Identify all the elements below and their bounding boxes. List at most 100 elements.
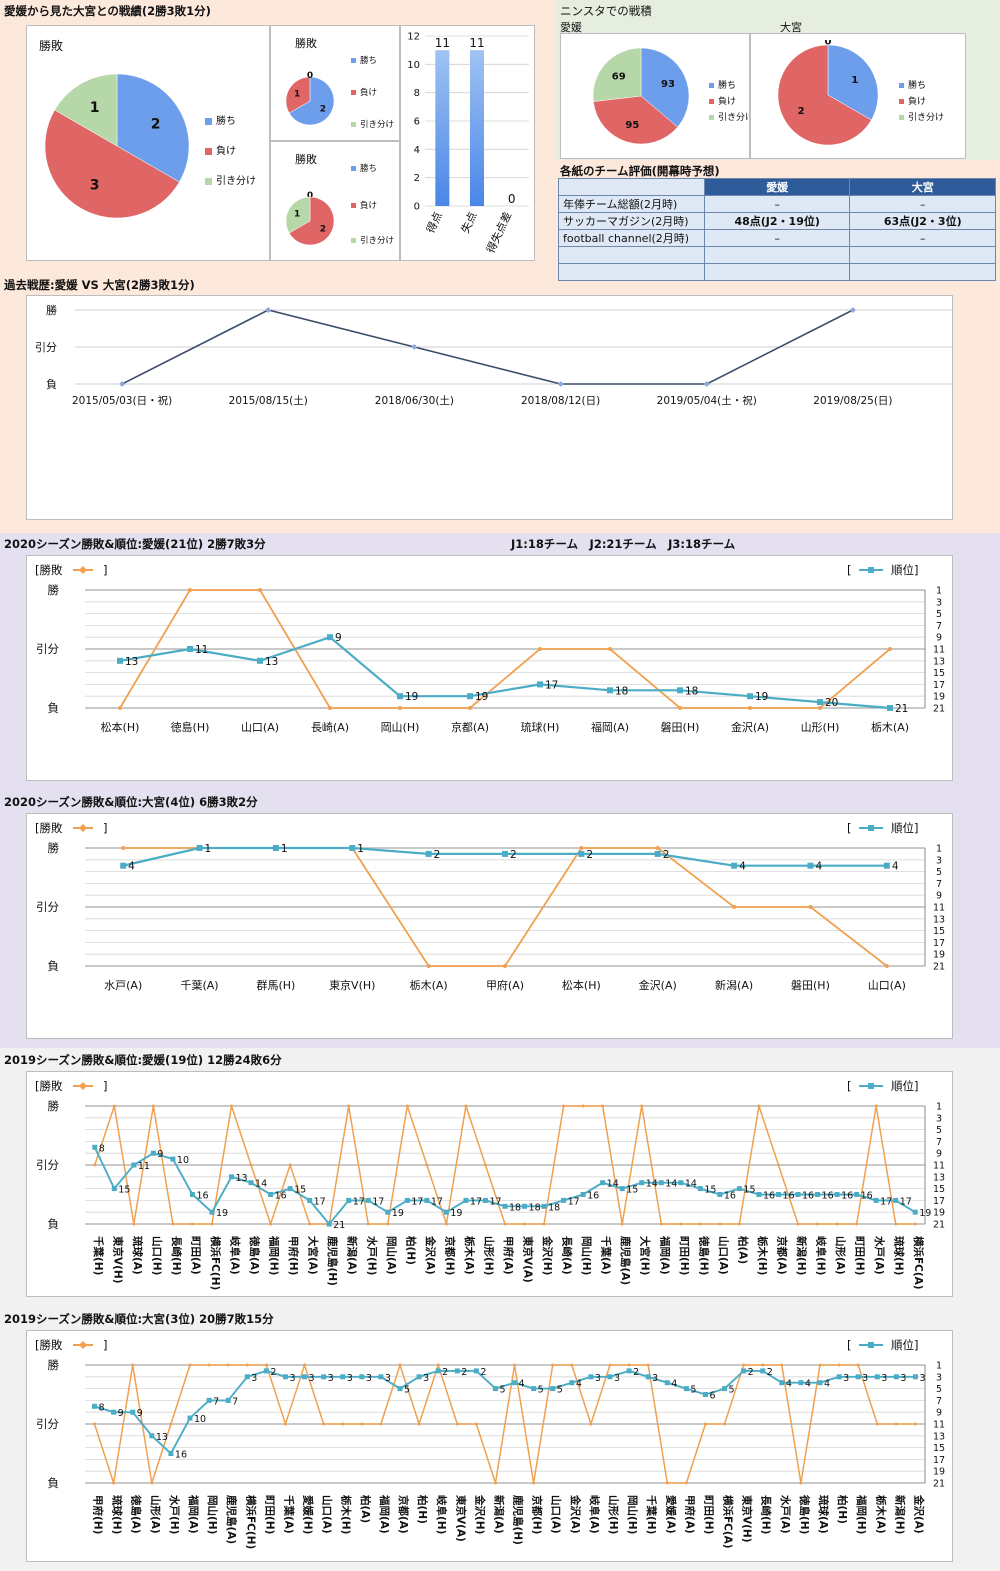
evaluation-header-0 <box>558 178 705 196</box>
omiya2019-rank-point <box>282 1374 288 1380</box>
omiya2019-rank-point <box>664 1380 670 1386</box>
ehime2019-rank-label: 13 <box>236 1173 248 1184</box>
ehime2019-rank-tick: 13 <box>933 1172 945 1183</box>
omiya2019-result-point <box>379 1422 383 1426</box>
omiya2019-xlabel: 柏(H) <box>416 1495 429 1524</box>
omiya2019-xlabel: 柏(H) <box>836 1495 849 1524</box>
ehime2019-rank-tick: 7 <box>936 1137 942 1148</box>
omiya2019-rank-label: 3 <box>328 1373 334 1384</box>
ehime2019-result-point <box>640 1104 644 1108</box>
omiya2020-rank-point <box>807 862 814 869</box>
ehime2019-chart: 13579111315171921勝引分負[勝敗][順位]81511910161… <box>35 1079 945 1290</box>
omiya2019-rank-label: 5 <box>404 1385 410 1396</box>
omiya2019-rank-label: 2 <box>633 1367 639 1378</box>
ninsta-ehime-pie: 93 95 69 <box>592 47 690 145</box>
ehime2019-rank-label: 14 <box>685 1179 697 1190</box>
ehime2019-xlabel: 岐阜(A) <box>229 1236 242 1275</box>
omiya2019-result-tick: 勝 <box>48 1358 60 1372</box>
omiya2020-rank-tick: 7 <box>936 879 942 890</box>
league-info: J1:18チーム J2:21チーム J3:18チーム <box>511 537 736 551</box>
legend-draw-ninsta-omiya: 引き分け <box>899 110 944 123</box>
ehime2019-result-point <box>230 1104 234 1108</box>
history-point <box>849 307 856 313</box>
omiya2019-result-point <box>837 1363 841 1367</box>
ehime2019-rank-tick: 11 <box>933 1161 945 1172</box>
ehime2020-legend-result-marker <box>79 566 87 574</box>
ehime2019-legend-rank-open: [ <box>847 1079 852 1093</box>
ehime2019-rank-tick: 9 <box>936 1149 942 1160</box>
omiya2020-rank-tick: 3 <box>936 855 942 866</box>
omiya2019-rank-label: 16 <box>175 1450 187 1461</box>
ehime2019-rank-label: 9 <box>157 1149 163 1160</box>
omiya2019-xlabel: 京都(A) <box>397 1495 410 1534</box>
omiya2019-rank-point <box>435 1368 441 1374</box>
h2h-home-pie-slice-win <box>288 76 335 126</box>
omiya2019-result-point <box>761 1363 765 1367</box>
omiya2020-xlabel: 水戸(A) <box>104 979 142 992</box>
evaluation-title: 各紙のチーム評価(開幕時予想) <box>560 164 720 178</box>
ehime2019-rank-point <box>482 1197 488 1203</box>
ehime2019-xlabel: 長崎(H) <box>170 1236 183 1275</box>
omiya2019-rank-point <box>722 1386 728 1392</box>
omiya2019-xlabel: 水戸(H) <box>168 1494 181 1534</box>
omiya2019-legend-result-close: ] <box>103 1338 108 1352</box>
omiya2020-legend-rank-open: [ <box>847 821 852 835</box>
omiya2019-result-point <box>684 1481 688 1485</box>
h2h-home-pie-label-draw: 0 <box>307 71 313 81</box>
ehime2019-legend-result-close: ] <box>103 1079 108 1093</box>
ehime2019-xlabel: 徳島(A) <box>248 1235 261 1275</box>
ehime2019-rank-tick: 3 <box>936 1113 942 1124</box>
ehime2019-result-point <box>542 1222 546 1226</box>
ehime2019-result-point <box>425 1163 429 1167</box>
omiya2019-result-point <box>226 1363 230 1367</box>
omiya2019-rank-point <box>588 1374 594 1380</box>
ehime2019-result-tick: 勝 <box>48 1099 60 1113</box>
omiya2020-result-point <box>503 964 507 968</box>
omiya2020-xlabel: 栃木(A) <box>410 978 448 992</box>
h2h-home-pie-label-win: 2 <box>320 104 326 114</box>
ehime2019-xlabel: 金沢(A) <box>424 1235 437 1275</box>
omiya2019-result-point <box>150 1481 154 1485</box>
ehime2019-rank-label: 17 <box>431 1196 443 1207</box>
omiya2019-xlabel: 徳島(H) <box>798 1494 811 1534</box>
omiya2019-rank-label: 3 <box>289 1373 295 1384</box>
omiya2019-rank-point <box>760 1368 766 1374</box>
omiya2019-xlabel: 山形(A) <box>149 1495 162 1534</box>
ehime2019-xlabel: 町田(H) <box>678 1236 690 1275</box>
ehime2019-rank-label: 17 <box>353 1196 365 1207</box>
omiya2019-xlabel: 千葉(A) <box>282 1495 295 1534</box>
history-xlabel: 2018/06/30(土) <box>375 394 454 407</box>
ehime2019-rank-point <box>150 1150 156 1156</box>
omiya2019-result-point <box>188 1363 192 1367</box>
ehime2019-rank-point <box>209 1209 215 1215</box>
ehime2019-rank-point <box>736 1186 742 1192</box>
ehime2019-xlabel: 栃木(A) <box>463 1236 476 1275</box>
ehime2020-rank-label: 11 <box>195 644 208 656</box>
omiya2019-title: 2019シーズン勝敗&順位:大宮(3位) 20勝7敗15分 <box>4 1312 274 1326</box>
omiya2020-result-point <box>884 964 889 968</box>
omiya2019-xlabel: 岐阜(H) <box>435 1495 448 1534</box>
ehime2019-result-point <box>562 1104 566 1108</box>
ehime2020-rank-label: 20 <box>825 697 838 709</box>
ehime2020-rank-label: 19 <box>475 691 488 703</box>
ehime2019-rank-point <box>815 1192 821 1197</box>
omiya2019-rank-label: 3 <box>919 1373 925 1384</box>
ehime2019-rank-point <box>248 1180 254 1186</box>
omiya2019-xlabel: 町田(H) <box>702 1495 714 1534</box>
ehime2019-rank-point <box>170 1156 176 1162</box>
omiya2019-rank-tick: 21 <box>933 1479 945 1490</box>
ehime2019-result-point <box>913 1222 917 1226</box>
omiya2019-rank-label: 3 <box>366 1373 372 1384</box>
ehime2019-result-point <box>894 1222 898 1226</box>
omiya2019-rank-label: 7 <box>213 1396 219 1407</box>
omiya2019-rank-tick: 13 <box>933 1431 945 1442</box>
omiya2020-rank-tick: 15 <box>933 926 945 937</box>
ehime2019-result-point <box>659 1222 663 1226</box>
ehime2020-rank-tick: 3 <box>936 597 942 608</box>
omiya2019-result-tick: 負 <box>48 1476 60 1490</box>
ehime2019-result-point <box>796 1222 800 1226</box>
ehime2020-xlabel: 長崎(A) <box>311 720 349 734</box>
goals-bar <box>435 50 450 207</box>
ehime2019-xlabel: 鹿児島(A) <box>619 1236 632 1285</box>
ehime2019-result-point <box>776 1163 780 1167</box>
